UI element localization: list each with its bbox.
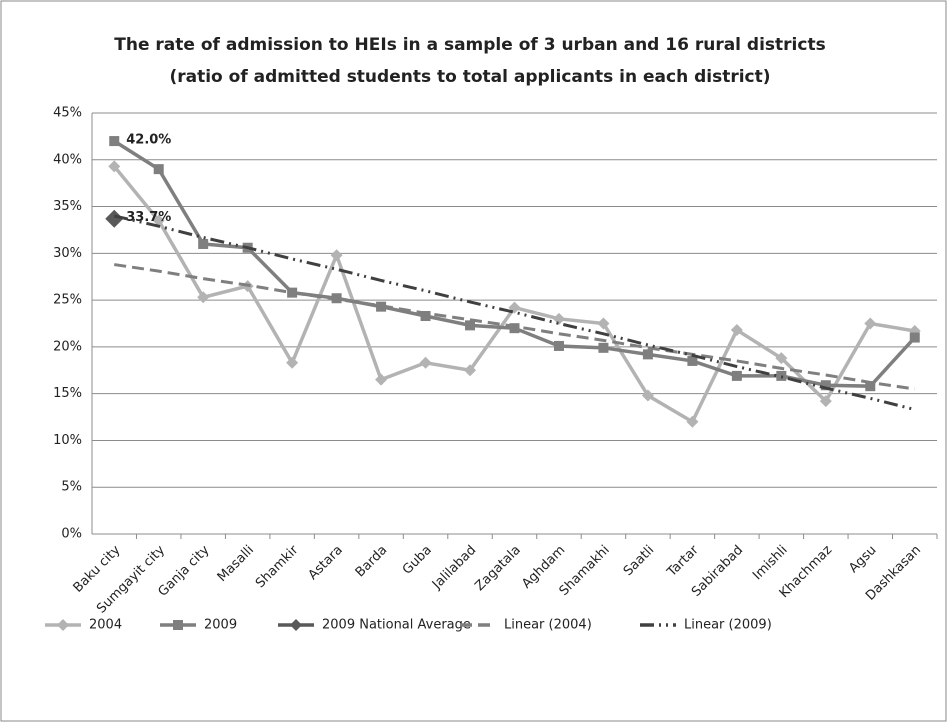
point bbox=[105, 209, 124, 228]
point bbox=[864, 317, 877, 330]
y-tick-label: 15% bbox=[53, 386, 82, 401]
y-tick-label: 40% bbox=[53, 152, 82, 167]
point bbox=[909, 332, 920, 343]
point bbox=[152, 214, 165, 227]
point bbox=[641, 389, 654, 402]
point bbox=[197, 291, 210, 304]
legend-label: 2004 bbox=[89, 618, 122, 633]
legend-marker bbox=[290, 619, 302, 631]
point bbox=[819, 395, 832, 408]
data-label: 42.0% bbox=[126, 133, 171, 148]
series-line bbox=[114, 263, 915, 391]
point bbox=[731, 370, 742, 381]
y-tick-label: 20% bbox=[53, 339, 82, 354]
point bbox=[109, 136, 120, 147]
y-tick-label: 0% bbox=[61, 527, 82, 542]
point bbox=[464, 364, 477, 377]
point bbox=[642, 349, 653, 360]
point bbox=[465, 320, 476, 331]
point bbox=[153, 164, 164, 175]
point bbox=[552, 312, 565, 325]
point bbox=[820, 380, 831, 391]
point bbox=[598, 342, 609, 353]
point bbox=[865, 381, 876, 392]
point bbox=[730, 324, 743, 337]
legend-label: 2009 National Average bbox=[322, 618, 471, 633]
point bbox=[419, 356, 432, 369]
point bbox=[198, 238, 209, 249]
point bbox=[509, 323, 520, 334]
point bbox=[597, 317, 610, 330]
point bbox=[687, 355, 698, 366]
point bbox=[553, 340, 564, 351]
y-tick-label: 45% bbox=[53, 106, 82, 121]
chart-title: The rate of admission to HEIs in a sampl… bbox=[114, 35, 825, 55]
y-tick-label: 10% bbox=[53, 433, 82, 448]
y-tick-label: 5% bbox=[61, 480, 82, 495]
point bbox=[375, 373, 388, 386]
point bbox=[420, 311, 431, 322]
y-tick-label: 30% bbox=[53, 246, 82, 261]
y-tick-label: 35% bbox=[53, 199, 82, 214]
legend-label: 2009 bbox=[204, 618, 237, 633]
legend-marker bbox=[57, 619, 69, 631]
y-tick-label: 25% bbox=[53, 293, 82, 308]
point bbox=[775, 352, 788, 365]
legend-marker bbox=[173, 620, 183, 630]
legend-label: Linear (2009) bbox=[684, 618, 772, 633]
chart-subtitle: (ratio of admitted students to total app… bbox=[169, 67, 770, 87]
legend-label: Linear (2004) bbox=[504, 618, 592, 633]
point bbox=[286, 356, 299, 369]
series-line bbox=[113, 214, 916, 412]
data-label: 33.7% bbox=[126, 210, 171, 225]
point bbox=[108, 160, 121, 173]
point bbox=[686, 415, 699, 428]
point bbox=[330, 249, 343, 262]
